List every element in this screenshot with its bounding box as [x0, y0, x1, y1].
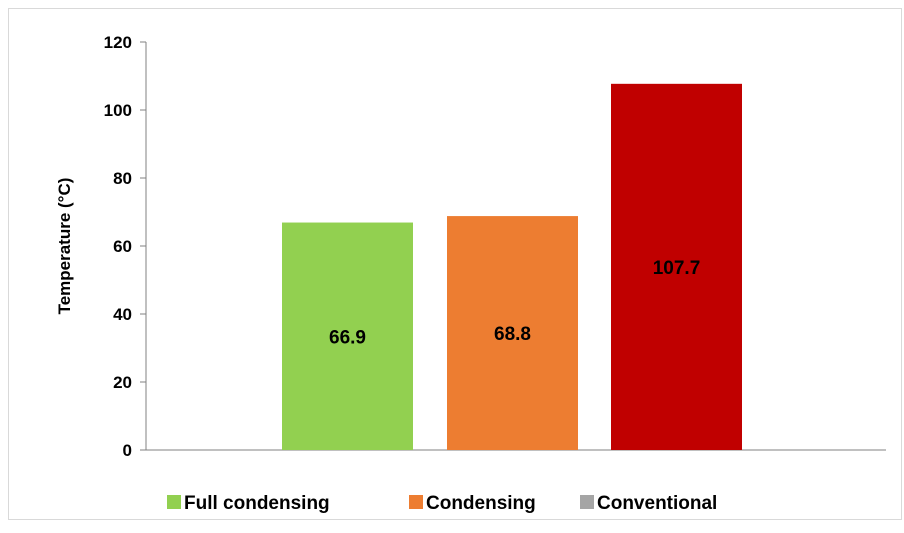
y-tick-label: 80	[113, 169, 132, 188]
y-tick-label: 0	[123, 441, 132, 460]
y-tick-label: 100	[104, 101, 132, 120]
legend-label: Conventional	[597, 493, 717, 514]
legend-label: Full condensing	[184, 493, 330, 514]
bar	[447, 216, 578, 450]
legend-swatch	[580, 495, 594, 509]
y-axis-title: Temperature (°C)	[55, 178, 74, 315]
y-tick-label: 120	[104, 33, 132, 52]
legend-swatch	[167, 495, 181, 509]
legend-swatch	[409, 495, 423, 509]
y-tick-label: 60	[113, 237, 132, 256]
y-tick-label: 20	[113, 373, 132, 392]
bar-data-label: 68.8	[494, 324, 531, 345]
bar-data-label: 66.9	[329, 327, 366, 348]
y-tick-label: 40	[113, 305, 132, 324]
bar-data-label: 107.7	[653, 258, 701, 279]
legend-label: Condensing	[426, 493, 536, 514]
bar	[282, 222, 413, 450]
bar	[611, 83, 742, 450]
